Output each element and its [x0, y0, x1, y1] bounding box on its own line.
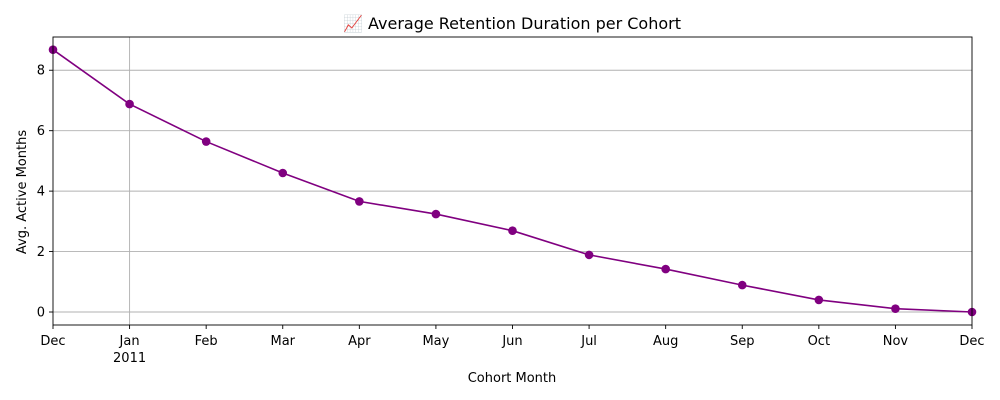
- y-tick-label: 8: [37, 64, 45, 79]
- x-tick-label: Oct: [808, 334, 830, 349]
- x-year-label: 2011: [113, 351, 146, 366]
- series-line: [52, 49, 973, 313]
- data-point: [814, 295, 824, 305]
- x-tick-label: Jul: [580, 334, 597, 349]
- y-axis-label: Avg. Active Months: [15, 130, 30, 254]
- x-tick-label: Dec: [40, 334, 65, 349]
- data-point: [355, 197, 364, 206]
- x-tick-label: Mar: [270, 334, 295, 349]
- data-point: [891, 304, 900, 313]
- data-point: [737, 280, 747, 290]
- data-point: [278, 168, 288, 178]
- data-point: [508, 226, 517, 236]
- x-axis-label: Cohort Month: [468, 371, 557, 386]
- y-tick-label: 4: [37, 185, 45, 200]
- axes-layer: [52, 36, 973, 326]
- x-tick-label: Jan: [119, 334, 140, 349]
- x-tick-label: Aug: [653, 334, 678, 349]
- y-tick-label: 0: [37, 306, 45, 321]
- plot-frame: [52, 36, 973, 326]
- data-point: [431, 209, 441, 219]
- grid-layer: [53, 37, 972, 325]
- y-tick-label: 6: [37, 124, 45, 139]
- x-tick-label: Sep: [730, 334, 755, 349]
- series-layer: [48, 45, 977, 317]
- y-tick-label: 2: [37, 245, 45, 260]
- x-tick-label: Dec: [959, 334, 984, 349]
- data-point: [584, 250, 594, 260]
- x-tick-label: Jun: [501, 334, 522, 349]
- ticks-layer: 0 2 4 6 8 Dec Jan Feb Mar Apr May Jun Jul Aug Sep Oct No…: [37, 64, 985, 366]
- x-tick-label: May: [422, 334, 449, 349]
- x-tick-label: Apr: [348, 334, 371, 349]
- x-tick-label: Feb: [195, 334, 218, 349]
- data-point: [661, 264, 670, 274]
- data-point: [201, 137, 211, 146]
- x-tick-label: Nov: [883, 334, 909, 349]
- chart-title: 📈 Average Retention Duration per Cohort: [343, 14, 681, 33]
- data-point: [125, 99, 134, 109]
